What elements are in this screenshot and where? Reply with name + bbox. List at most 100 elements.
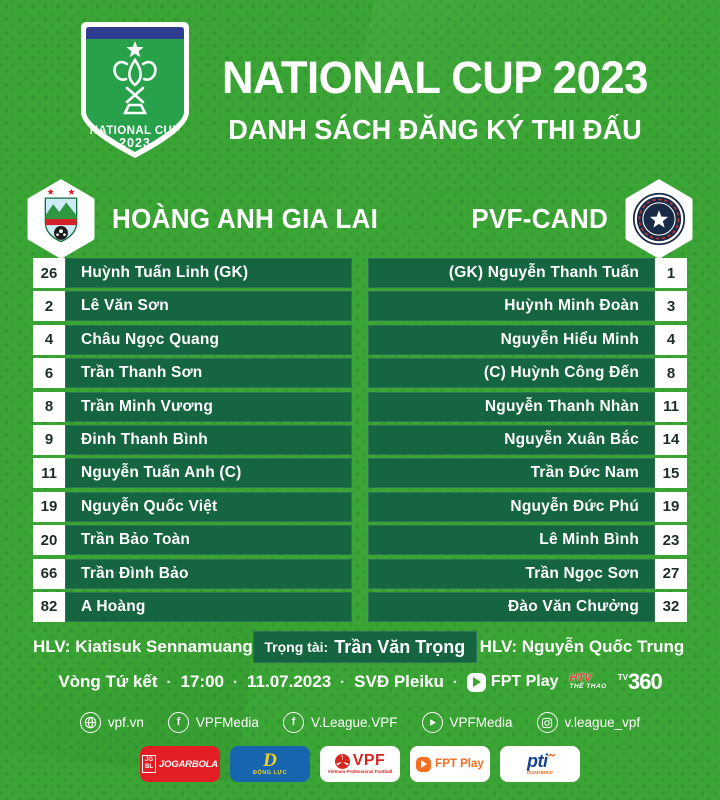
- player-number: 19: [655, 491, 687, 522]
- vpf-ball-icon: [334, 753, 350, 769]
- roster-row: 4 Châu Ngọc Quang: [33, 324, 352, 355]
- roster-row: 66 Trần Đình Bảo: [33, 558, 352, 589]
- player-name-bar: Huỳnh Minh Đoàn: [368, 291, 655, 322]
- away-coach-name: Nguyễn Quốc Trung: [521, 637, 685, 656]
- player-name-bar: Nguyễn Thanh Nhàn: [368, 391, 655, 422]
- away-roster: (GK) Nguyễn Thanh Tuấn 1 Huỳnh Minh Đoàn 3 N…: [368, 258, 687, 625]
- player-name: Trần Minh Vương: [81, 397, 214, 415]
- social-item: v.league_vpf: [536, 712, 641, 733]
- player-name-bar: Trần Bảo Toàn: [65, 525, 352, 556]
- player-name-bar: Trần Đức Nam: [368, 458, 655, 489]
- tv360-label: 360: [627, 669, 663, 695]
- social-label: v.league_vpf: [564, 715, 641, 730]
- referee-box: Trọng tài: Trần Văn Trọng: [252, 631, 477, 663]
- header-titles: NATIONAL CUP 2023 DANH SÁCH ĐĂNG KÝ THI …: [200, 52, 670, 146]
- player-name: Nguyễn Quốc Việt: [81, 497, 218, 515]
- vpf-label: VPF: [352, 752, 386, 770]
- player-number: 20: [33, 525, 65, 556]
- roster-row: 11 Nguyễn Tuấn Anh (C): [33, 458, 352, 489]
- player-name-bar: Nguyễn Xuân Bắc: [368, 424, 655, 455]
- sponsor-dong-luc: D ĐỘNG LỰC: [230, 746, 310, 782]
- player-number: 82: [33, 591, 65, 622]
- social-label: V.League.VPF: [310, 715, 398, 730]
- away-coach-label: HLV:: [479, 637, 518, 656]
- player-name: Lê Minh Bình: [539, 531, 639, 549]
- roster-row: 26 Huỳnh Tuấn Linh (GK): [33, 258, 352, 288]
- player-number: 3: [655, 291, 687, 322]
- sponsors-row: JG BL JOGARBOLA D ĐỘNG LỰC VPF Vietnam Pr…: [0, 746, 720, 782]
- roster-row: Huỳnh Minh Đoàn 3: [368, 291, 687, 322]
- pti-sublabel: Insurance: [527, 769, 553, 776]
- player-number: 14: [655, 424, 687, 455]
- player-number: 1: [655, 258, 687, 288]
- player-name-bar: Đinh Thanh Bình: [65, 424, 352, 455]
- player-name-bar: (GK) Nguyễn Thanh Tuấn: [368, 258, 655, 288]
- away-team-name: PVF-CAND: [471, 203, 608, 234]
- roster-row: (GK) Nguyễn Thanh Tuấn 1: [368, 258, 687, 288]
- player-name-bar: Nguyễn Quốc Việt: [65, 491, 352, 522]
- roster-row: 82 A Hoàng: [33, 591, 352, 622]
- roster-row: Đào Văn Chưởng 32: [368, 591, 687, 622]
- player-number: 15: [655, 458, 687, 489]
- player-number: 9: [33, 424, 65, 455]
- player-name-bar: A Hoàng: [65, 591, 352, 622]
- player-number: 19: [33, 491, 65, 522]
- roster-row: Trần Ngọc Sơn 27: [368, 558, 687, 589]
- fpt-play-broadcaster-logo: FPT Play: [466, 672, 559, 692]
- globe-icon: [79, 712, 101, 733]
- tv360-broadcaster-logo: TV 360: [618, 669, 663, 695]
- national-cup-shield-logo: NATIONAL CUP 2023: [74, 20, 196, 162]
- social-item: f V.League.VPF: [282, 712, 398, 733]
- fpt-play-sponsor-label: FPT Play: [435, 758, 484, 770]
- referee-name: Trần Văn Trọng: [334, 636, 466, 657]
- cup-shield-icon: NATIONAL CUP 2023: [81, 22, 189, 158]
- player-number: 26: [33, 258, 65, 288]
- social-item: vpf.vn: [79, 712, 144, 733]
- player-name-bar: Trần Minh Vương: [65, 391, 352, 422]
- player-name-bar: Trần Đình Bảo: [65, 558, 352, 589]
- social-label: VPFMedia: [449, 715, 513, 730]
- player-number: 11: [655, 391, 687, 422]
- player-number: 8: [655, 358, 687, 389]
- player-name: Lê Văn Sơn: [81, 297, 169, 315]
- player-name: Đinh Thanh Bình: [81, 430, 208, 448]
- player-name: Huỳnh Tuấn Linh (GK): [81, 264, 249, 281]
- pti-label: pti˜: [527, 750, 553, 771]
- htv-the-thao-broadcaster-logo: HTV THỂ THAO: [570, 673, 607, 691]
- player-name-bar: Châu Ngọc Quang: [65, 324, 352, 355]
- player-name-bar: Trần Ngọc Sơn: [368, 558, 655, 589]
- badge-text-line2: 2023: [119, 136, 151, 150]
- match-venue: SVĐ Pleiku: [354, 672, 444, 691]
- social-label: vpf.vn: [107, 715, 144, 730]
- team-header: HOÀNG ANH GIA LAI PVF-CAND: [0, 179, 720, 259]
- referee-label: Trọng tài:: [264, 639, 329, 655]
- home-coach-label: HLV:: [33, 637, 71, 656]
- player-name: Trần Bảo Toàn: [81, 531, 191, 549]
- home-team-name: HOÀNG ANH GIA LAI: [112, 203, 379, 234]
- sponsor-vpf: VPF Vietnam Professional Football: [320, 746, 400, 782]
- facebook-icon: f: [282, 712, 304, 733]
- player-number: 8: [33, 391, 65, 422]
- player-name: Trần Thanh Sơn: [81, 364, 203, 382]
- player-name: (C) Huỳnh Công Đến: [483, 364, 639, 382]
- social-item: f VPFMedia: [167, 712, 259, 733]
- player-name-bar: Huỳnh Tuấn Linh (GK): [65, 258, 352, 288]
- roster-row: Nguyễn Đức Phú 19: [368, 491, 687, 522]
- away-team-header: PVF-CAND: [461, 179, 696, 259]
- player-name-bar: Nguyễn Hiểu Minh: [368, 324, 655, 355]
- roster-row: 2 Lê Văn Sơn: [33, 291, 352, 322]
- away-coach: HLV: Nguyễn Quốc Trung: [477, 637, 687, 657]
- fpt-play-label: FPT Play: [490, 673, 559, 690]
- player-number: 2: [33, 291, 65, 322]
- match-info-row: Vòng Tứ kết · 17:00 · 11.07.2023 · SVĐ P…: [0, 667, 720, 697]
- officials-row: HLV: Kiatisuk Sennamuang Trọng tài: Trần…: [33, 631, 687, 663]
- player-name-bar: Trần Thanh Sơn: [65, 358, 352, 389]
- page-subtitle: DANH SÁCH ĐĂNG KÝ THI ĐẤU: [228, 114, 642, 145]
- player-name: Nguyễn Xuân Bắc: [504, 430, 639, 448]
- player-name-bar: Nguyễn Đức Phú: [368, 491, 655, 522]
- dong-luc-label: ĐỘNG LỰC: [253, 770, 287, 777]
- roster-row: 20 Trần Bảo Toàn: [33, 525, 352, 556]
- player-name: Đào Văn Chưởng: [508, 597, 639, 615]
- match-time: 17:00: [180, 672, 224, 691]
- roster-row: Nguyễn Thanh Nhàn 11: [368, 391, 687, 422]
